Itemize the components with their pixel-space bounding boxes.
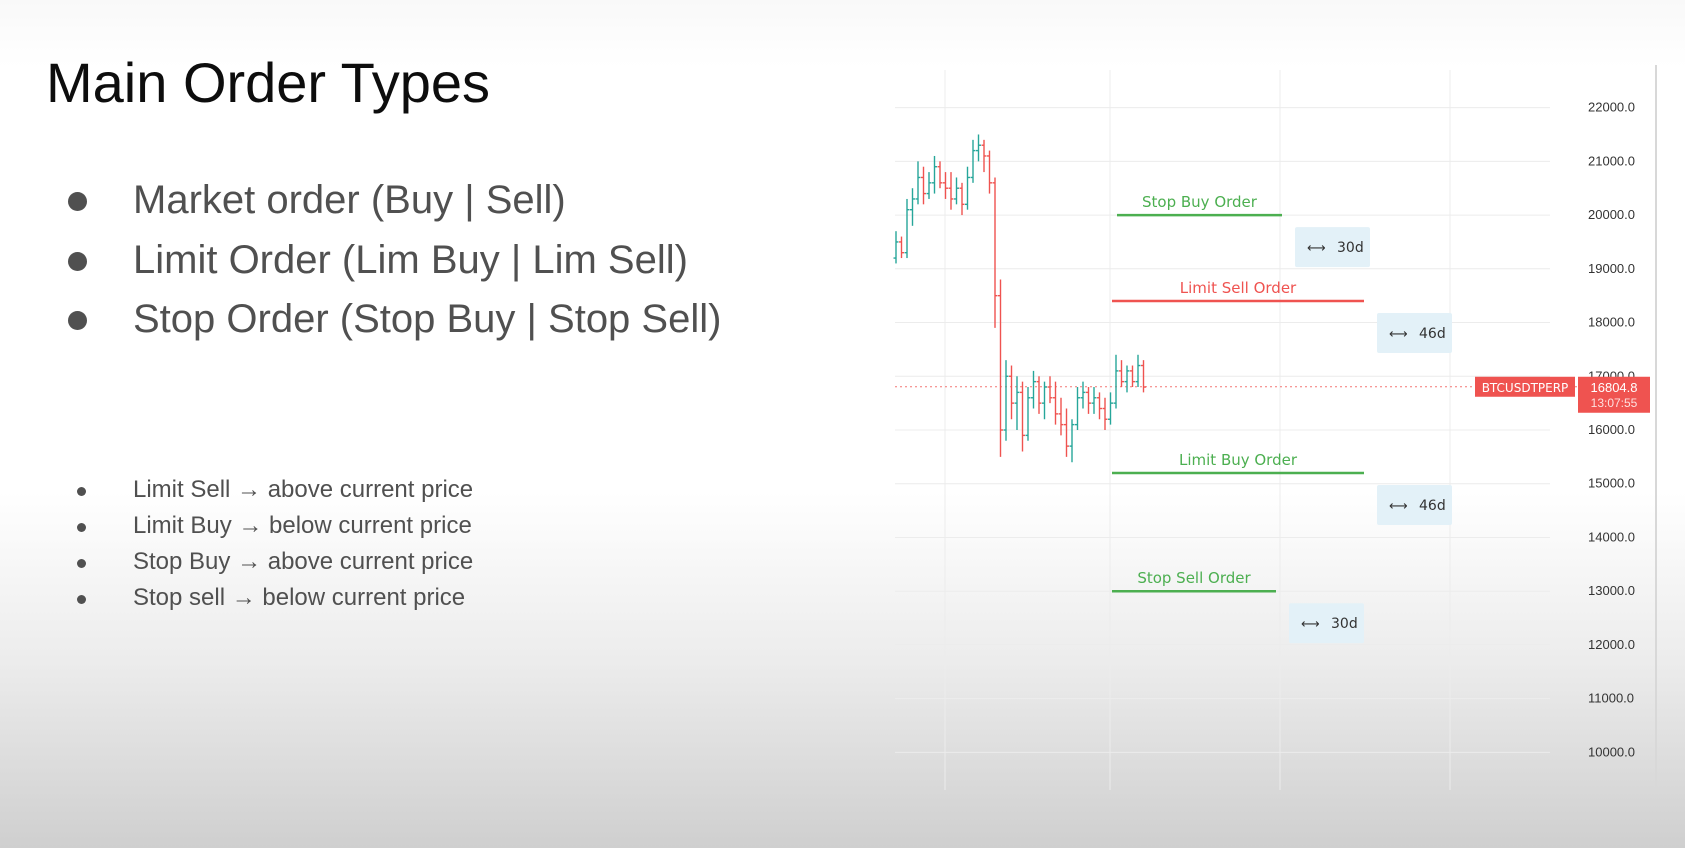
bullet-dot: [77, 595, 86, 604]
order-line-label: Limit Buy Order: [1179, 451, 1298, 469]
duration-label: 46d: [1419, 326, 1446, 342]
bullet-dot: [68, 192, 87, 211]
range-icon: ⟷: [1301, 617, 1320, 632]
bullet-dot: [68, 251, 87, 271]
duration-label: 46d: [1419, 498, 1446, 514]
countdown-label: 13:07:55: [1591, 396, 1638, 410]
bullet-dot: [77, 523, 86, 532]
y-tick-label: 18000.0: [1588, 315, 1635, 330]
y-tick-label: 10000.0: [1588, 744, 1635, 759]
y-tick-label: 12000.0: [1588, 637, 1635, 652]
range-icon: ⟷: [1389, 327, 1408, 342]
order-line-label: Stop Sell Order: [1137, 569, 1251, 587]
duration-box: [1377, 484, 1452, 525]
y-tick-label: 16000.0: [1588, 422, 1635, 437]
duration-box: [1295, 227, 1370, 268]
y-tick-label: 19000.0: [1588, 261, 1635, 276]
sub-bullet-text: Limit Sell → above current price: [133, 476, 474, 503]
main-bullet-text: Limit Order (Lim Buy | Lim Sell): [133, 237, 688, 282]
bullet-dot: [77, 487, 86, 496]
y-tick-label: 14000.0: [1588, 529, 1635, 544]
price-chart: 22000.021000.020000.019000.018000.017000…: [893, 65, 1657, 790]
sub-bullet-text: Stop Buy → above current price: [133, 548, 474, 575]
sub-bullet-text: Stop sell → below current price: [133, 584, 466, 611]
price-tag: [1578, 376, 1650, 413]
y-tick-label: 11000.0: [1588, 691, 1634, 706]
range-icon: ⟷: [1307, 241, 1326, 256]
current-price-label: 16804.8: [1591, 380, 1638, 395]
bullet-dot: [68, 311, 87, 330]
y-tick-label: 15000.0: [1588, 476, 1635, 491]
range-icon: ⟷: [1389, 499, 1408, 514]
main-bullet-text: Stop Order (Stop Buy | Stop Sell): [133, 297, 722, 341]
y-tick-label: 22000.0: [1588, 100, 1635, 115]
main-bullet-text: Market order (Buy | Sell): [133, 178, 566, 222]
symbol-label: BTCUSDTPERP: [1482, 381, 1569, 395]
duration-label: 30d: [1331, 616, 1358, 632]
slide-title: Main Order Types: [46, 51, 491, 114]
bullet-dot: [77, 559, 86, 568]
symbol-tag: [1475, 376, 1575, 397]
y-tick-label: 21000.0: [1588, 153, 1635, 168]
duration-box: [1289, 603, 1364, 644]
sub-bullet-text: Limit Buy → below current price: [133, 512, 472, 539]
order-line-label: Limit Sell Order: [1180, 279, 1297, 297]
duration-box: [1377, 313, 1452, 354]
duration-label: 30d: [1337, 240, 1364, 256]
y-tick-label: 20000.0: [1588, 207, 1635, 222]
order-line-label: Stop Buy Order: [1142, 193, 1258, 211]
y-tick-label: 13000.0: [1588, 583, 1635, 598]
